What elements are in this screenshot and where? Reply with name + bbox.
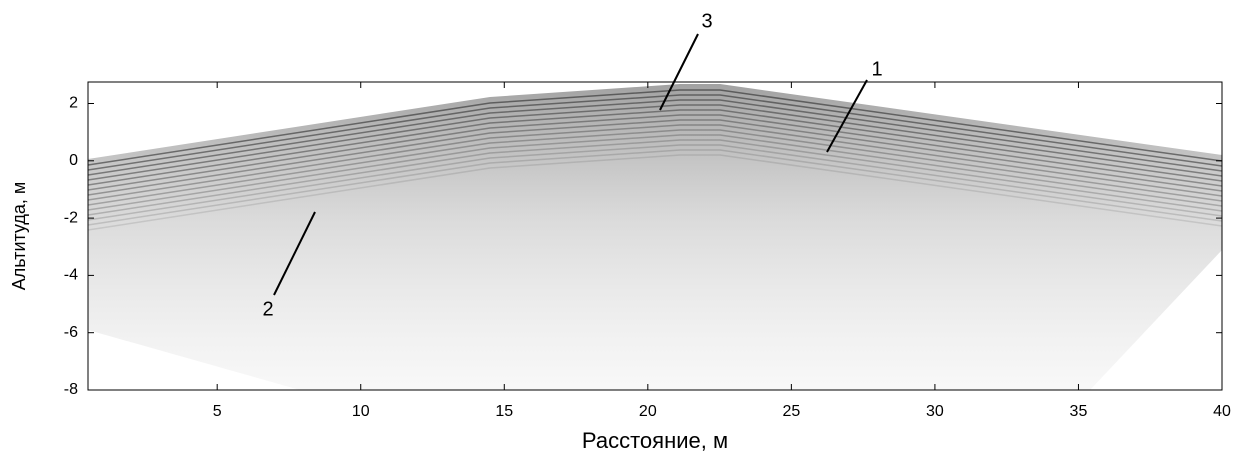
stripe (87, 99, 1223, 176)
annotation: 1 (871, 58, 882, 80)
stripe (87, 114, 1223, 191)
annotation: 3 (701, 10, 712, 32)
stripe (87, 119, 1223, 196)
x-axis-title: Расстояние, м (582, 428, 728, 453)
y-tick-label: -6 (64, 324, 78, 341)
leader-line (273, 211, 316, 296)
stripe (87, 94, 1223, 171)
y-tick-label: 0 (69, 152, 78, 169)
annotation: 2 (262, 298, 273, 320)
stripe (87, 104, 1223, 181)
stripe (87, 154, 1223, 231)
leader-line (659, 33, 699, 111)
stripe (87, 129, 1223, 206)
x-tick-label: 30 (926, 403, 944, 420)
stripe (87, 134, 1223, 211)
stripe (87, 124, 1223, 201)
stripe (87, 144, 1223, 221)
x-tick-label: 40 (1213, 403, 1231, 420)
x-tick-label: 10 (352, 403, 370, 420)
y-axis-title: Альтитуда, м (9, 182, 29, 291)
x-tick-label: 20 (639, 403, 657, 420)
y-tick-label: 2 (69, 95, 78, 112)
x-tick-label: 35 (1070, 403, 1088, 420)
radargram-stripes (87, 89, 1223, 231)
radargram (88, 84, 1222, 390)
y-tick-label: -8 (64, 381, 78, 398)
x-tick-label: 15 (495, 403, 513, 420)
x-tick-label: 25 (782, 403, 800, 420)
leader-line (826, 79, 868, 153)
y-tick-label: -4 (64, 267, 78, 284)
plot-frame (87, 81, 1223, 391)
x-tick-label: 5 (213, 403, 222, 420)
stripe (87, 109, 1223, 186)
stripe (87, 149, 1223, 226)
stripe (87, 139, 1223, 216)
y-tick-label: -2 (64, 209, 78, 226)
stripe (87, 89, 1223, 166)
